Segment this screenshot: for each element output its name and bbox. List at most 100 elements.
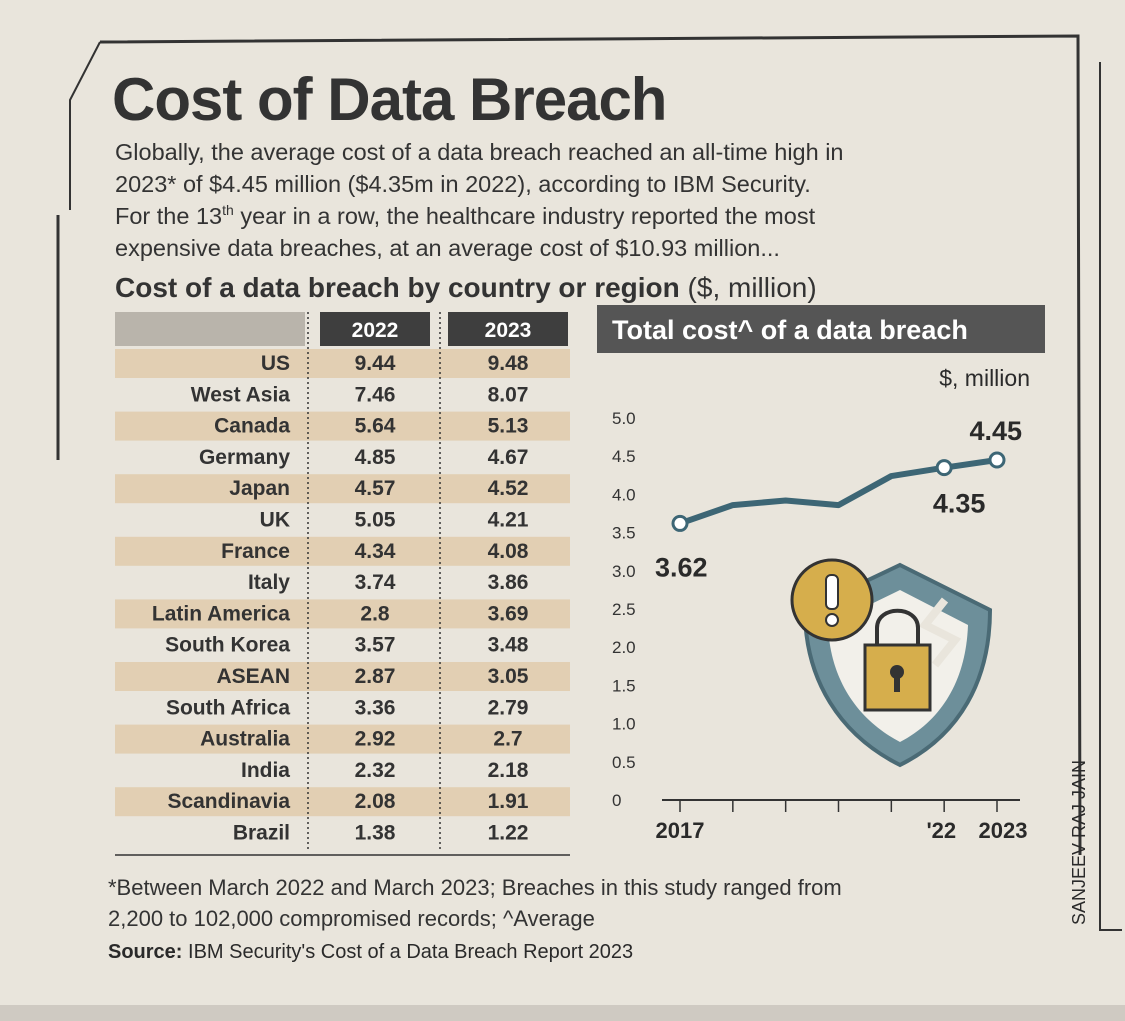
shield-icon xyxy=(790,558,993,768)
y-tick-label: 5.0 xyxy=(612,409,636,428)
cell-value: 3.57 xyxy=(355,634,396,657)
y-tick-label: 1.0 xyxy=(612,715,636,734)
row-band xyxy=(115,474,570,504)
intro-text: expensive data breaches, at an average c… xyxy=(115,235,780,261)
footnote: 2,200 to 102,000 compromised records; ^A… xyxy=(108,906,595,931)
intro-line: For the 13th year in a row, the healthca… xyxy=(115,202,816,229)
point-marker xyxy=(935,459,953,477)
row-label: UK xyxy=(260,509,290,532)
column-header-bg xyxy=(320,312,430,346)
chart-title-box xyxy=(597,305,1045,353)
cell-value: 4.57 xyxy=(355,477,396,500)
y-tick-label: 2.0 xyxy=(612,638,636,657)
cell-value: 2.87 xyxy=(355,665,396,688)
intro-line: Globally, the average cost of a data bre… xyxy=(115,139,844,165)
row-band xyxy=(115,411,570,441)
page-edge xyxy=(0,1005,1125,1021)
cell-value: 3.48 xyxy=(488,634,529,657)
row-band xyxy=(115,787,570,817)
row-label: Australia xyxy=(200,728,290,751)
cell-value: 4.08 xyxy=(488,540,529,563)
point-marker xyxy=(671,514,689,532)
y-tick-label: 3.0 xyxy=(612,562,636,581)
row-label: Japan xyxy=(229,477,290,500)
intro-line: expensive data breaches, at an average c… xyxy=(115,235,780,261)
row-label: Scandinavia xyxy=(167,790,290,813)
row-label: Canada xyxy=(214,415,290,438)
cell-value: 1.38 xyxy=(355,822,396,845)
x-tick-label: 2023 xyxy=(979,818,1028,843)
cell-value: 3.05 xyxy=(488,665,529,688)
cell-value: 2.8 xyxy=(360,602,390,625)
header-bg xyxy=(115,312,305,346)
cell-value: 7.46 xyxy=(355,383,396,406)
row-label: US xyxy=(261,352,290,375)
side-rule xyxy=(1099,62,1122,931)
cell-value: 4.67 xyxy=(488,446,529,469)
cell-value: 3.69 xyxy=(488,602,529,625)
intro-text: For the 13 xyxy=(115,203,222,229)
column-header: 2023 xyxy=(485,319,532,342)
intro-sup: th xyxy=(222,202,234,218)
row-label: Italy xyxy=(248,571,290,594)
cell-value: 3.74 xyxy=(355,571,396,594)
row-band xyxy=(115,536,570,566)
x-tick-label: 2017 xyxy=(656,818,705,843)
column-header: 2022 xyxy=(352,319,399,342)
y-tick-label: 0.5 xyxy=(612,753,636,772)
row-label: West Asia xyxy=(191,383,291,406)
cell-value: 2.32 xyxy=(355,759,396,782)
cell-value: 2.08 xyxy=(355,790,396,813)
cell-value: 4.21 xyxy=(488,509,529,532)
row-label: Brazil xyxy=(233,822,290,845)
subtitle-main: Cost of a data breach by country or regi… xyxy=(115,272,680,303)
cell-value: 2.79 xyxy=(488,696,529,719)
y-tick-label: 3.5 xyxy=(612,524,636,543)
intro-text: 2023* of $4.45 million ($4.35m in 2022),… xyxy=(115,171,811,197)
y-tick-label: 0 xyxy=(612,791,621,810)
cell-value: 4.52 xyxy=(488,477,529,500)
data-label: 4.35 xyxy=(933,489,986,519)
cell-value: 3.86 xyxy=(488,571,529,594)
column-header-bg xyxy=(448,312,568,346)
data-label: 3.62 xyxy=(655,552,708,582)
row-band xyxy=(115,662,570,691)
table: 2022 2023 US 9.44 9.48 West Asia 7.46 8.07 Canad… xyxy=(115,312,570,856)
x-tick-label: '22 xyxy=(926,818,956,843)
source-label: Source: xyxy=(108,941,182,963)
line-chart: 0 0.5 1.0 1.5 2.0 2.5 3.0 3.5 4.0 4.5 5.0 2017 '22 20… xyxy=(612,409,1027,843)
row-label: France xyxy=(221,540,290,563)
intro-text: Globally, the average cost of a data bre… xyxy=(115,139,844,165)
cell-value: 3.36 xyxy=(355,696,396,719)
point-marker xyxy=(988,451,1006,469)
row-label: Latin America xyxy=(152,602,290,625)
cell-value: 2.7 xyxy=(493,728,522,751)
frame xyxy=(56,34,1082,856)
data-label: 4.45 xyxy=(969,416,1022,446)
row-band xyxy=(115,724,570,754)
frame-corner xyxy=(69,41,101,210)
subtitle-unit: ($, million) xyxy=(688,272,817,303)
cell-value: 5.64 xyxy=(355,415,396,438)
credit: SANJEEV RAJ JAIN xyxy=(1069,760,1089,925)
cell-value: 2.92 xyxy=(355,728,396,751)
row-band xyxy=(115,349,570,378)
cell-value: 9.44 xyxy=(355,352,396,375)
y-tick-label: 4.0 xyxy=(612,485,636,504)
cell-value: 9.48 xyxy=(488,352,529,375)
cell-value: 4.85 xyxy=(355,446,396,469)
cell-value: 5.13 xyxy=(488,415,529,438)
y-axis-label: $, million xyxy=(939,365,1030,391)
row-label: Germany xyxy=(199,446,290,469)
cell-value: 5.05 xyxy=(355,509,396,532)
row-label: South Korea xyxy=(165,634,290,657)
footnote: *Between March 2022 and March 2023; Brea… xyxy=(108,875,842,900)
intro-line: 2023* of $4.45 million ($4.35m in 2022),… xyxy=(115,171,811,197)
cell-value: 2.18 xyxy=(488,759,529,782)
source-text: IBM Security's Cost of a Data Breach Rep… xyxy=(188,941,633,963)
cell-value: 1.22 xyxy=(488,822,529,845)
title: Cost of Data Breach xyxy=(112,66,666,133)
cell-value: 8.07 xyxy=(488,383,529,406)
